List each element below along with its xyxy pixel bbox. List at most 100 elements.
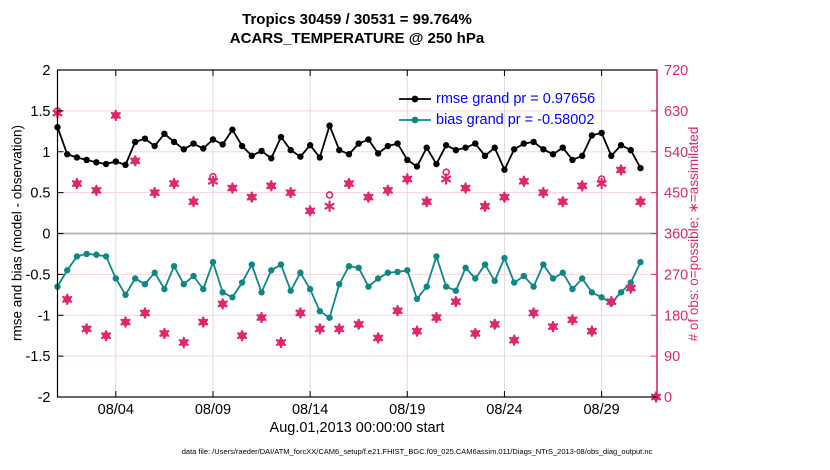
assimilated-marker <box>382 186 393 194</box>
rmse-series-marker <box>355 140 362 147</box>
rmse-series-marker <box>530 138 537 146</box>
assimilated-marker <box>411 327 423 335</box>
assimilated-marker <box>460 184 471 192</box>
assimilated-marker <box>295 309 306 317</box>
figure-subtitle: ACARS_TEMPERATURE @ 250 hPa <box>229 30 485 47</box>
assimilated-marker <box>431 314 442 321</box>
assimilated-marker <box>538 189 549 197</box>
assimilated-marker <box>159 330 170 337</box>
legend-bias-label: bias grand pr = -0.58002 <box>436 111 595 128</box>
assimilated-marker <box>71 180 83 187</box>
rmse-series-marker <box>423 144 430 151</box>
x-tick-label: 08/04 <box>98 402 134 418</box>
x-tick-label: 08/09 <box>195 402 231 418</box>
y-tick-label-right: 180 <box>664 308 688 324</box>
rmse-series-marker <box>569 156 576 164</box>
rmse-series-marker <box>588 132 596 139</box>
assimilated-marker <box>586 327 597 335</box>
rmse-series-marker <box>306 142 314 149</box>
assimilated-marker <box>314 325 325 333</box>
assimilated-marker <box>91 186 102 194</box>
rmse-series-marker <box>277 133 285 141</box>
rmse-series-marker <box>462 144 469 151</box>
bias-series-marker <box>73 253 81 260</box>
bias-series-marker <box>598 294 605 301</box>
x-axis-label: Aug.01,2013 00:00:00 start <box>269 420 445 436</box>
bias-series-marker <box>306 285 314 293</box>
assimilated-marker <box>237 332 248 340</box>
bias-series-marker <box>578 275 586 282</box>
bias-series-marker <box>462 264 469 272</box>
rmse-series-marker <box>365 136 372 143</box>
assimilated-marker <box>518 177 529 185</box>
assimilated-marker <box>178 339 189 346</box>
rmse-series-marker <box>229 126 236 133</box>
bias-series-marker <box>569 285 576 293</box>
bias-series-marker <box>365 283 372 290</box>
assimilated-marker <box>421 198 432 206</box>
bias-series-marker <box>102 253 110 260</box>
assimilated-marker <box>499 193 510 201</box>
figure-title-block: Tropics 30459 / 30531 = 99.764% ACARS_TE… <box>230 10 484 48</box>
bias-series-marker <box>326 314 333 321</box>
bias-series-marker <box>588 289 596 296</box>
assimilated-marker <box>139 309 151 317</box>
rmse-series-marker <box>433 160 440 168</box>
assimilated-marker <box>615 166 627 174</box>
rmse-series-marker <box>345 151 353 158</box>
y-tick-label-right: 90 <box>664 349 680 365</box>
rmse-series-marker <box>258 147 265 155</box>
rmse-series-marker <box>73 154 81 161</box>
legend-entry-rmse: rmse grand pr = 0.97656 <box>398 88 595 109</box>
bias-series-marker <box>559 269 566 276</box>
bias-series-marker <box>549 275 557 282</box>
bias-series-marker <box>433 253 440 260</box>
assimilated-marker <box>62 295 73 303</box>
assimilated-marker <box>392 307 403 315</box>
rmse-series-marker <box>112 158 119 165</box>
rmse-series-marker <box>170 138 178 146</box>
assimilated-marker <box>130 157 141 165</box>
bias-series-marker <box>374 275 382 282</box>
bias-series-marker <box>258 289 265 296</box>
assimilated-marker <box>227 184 238 192</box>
assimilated-marker <box>120 318 131 326</box>
assimilated-marker <box>625 284 636 292</box>
bias-series-marker <box>229 294 236 301</box>
bias-series-marker <box>452 287 460 294</box>
assimilated-marker <box>606 298 617 306</box>
x-tick-label: 08/24 <box>486 402 522 418</box>
data-file-footnote: data file: /Users/raeder/DAI/ATM_forcXX/… <box>181 447 653 456</box>
y-tick-label-left: 0 <box>42 227 50 243</box>
bias-series-marker <box>268 267 275 274</box>
rmse-series-marker <box>501 166 508 173</box>
rmse-series-marker <box>141 135 149 142</box>
rmse-series-marker <box>209 136 217 143</box>
bias-series-marker <box>170 263 178 270</box>
assimilated-marker <box>635 198 646 206</box>
legend-entry-bias: bias grand pr = -0.58002 <box>398 109 595 130</box>
rmse-series-marker <box>102 160 110 168</box>
y-tick-label-right: 360 <box>664 227 688 243</box>
assimilated-marker <box>198 318 209 326</box>
rmse-series-marker <box>510 146 518 153</box>
rmse-series-marker <box>248 152 256 160</box>
rmse-series-marker <box>637 164 644 172</box>
rmse-series-marker <box>268 155 275 162</box>
assimilated-marker <box>479 202 491 210</box>
bias-series-marker <box>180 280 188 288</box>
assimilated-marker <box>334 325 345 333</box>
bias-series-marker <box>413 295 421 303</box>
rmse-series-marker <box>336 146 343 154</box>
rmse-series-marker <box>520 140 528 147</box>
bias-series-marker <box>200 285 207 293</box>
bias-series-marker <box>355 264 362 272</box>
y-tick-label-left: 2 <box>42 63 50 79</box>
bias-series-marker <box>501 254 508 262</box>
rmse-series-marker <box>190 140 197 147</box>
assimilated-marker <box>470 330 481 337</box>
y-tick-label-right: 270 <box>664 267 688 283</box>
y-tick-label-right: 450 <box>664 186 688 202</box>
